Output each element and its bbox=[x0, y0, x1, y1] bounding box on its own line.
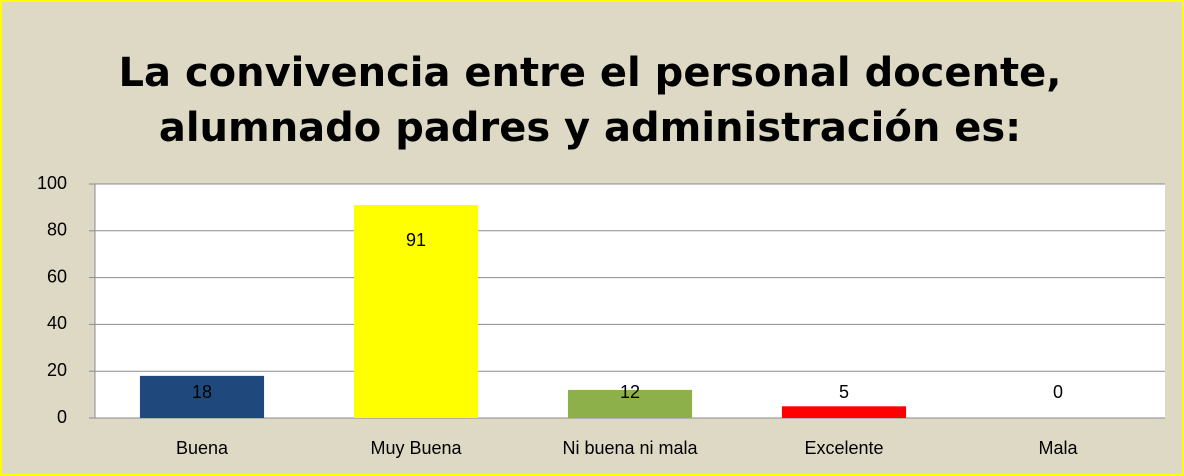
value-label: 18 bbox=[192, 382, 212, 402]
value-label: 0 bbox=[1053, 382, 1063, 402]
value-label: 12 bbox=[620, 382, 640, 402]
y-tick-label: 100 bbox=[37, 173, 67, 193]
value-label: 91 bbox=[406, 230, 426, 250]
y-tick-label: 80 bbox=[47, 220, 67, 240]
bar bbox=[353, 205, 479, 418]
bar bbox=[567, 389, 693, 418]
x-tick-label: Muy Buena bbox=[370, 438, 462, 458]
value-label: 5 bbox=[839, 382, 849, 402]
x-tick-label: Excelente bbox=[804, 438, 883, 458]
chart-title: alumnado padres y administración es: bbox=[159, 105, 1021, 151]
x-tick-label: Mala bbox=[1038, 438, 1078, 458]
bar bbox=[139, 375, 265, 418]
x-tick-label: Buena bbox=[176, 438, 229, 458]
y-tick-label: 0 bbox=[57, 407, 67, 427]
bar bbox=[781, 406, 907, 418]
chart-title: La convivencia entre el personal docente… bbox=[119, 50, 1062, 96]
y-tick-label: 20 bbox=[47, 360, 67, 380]
plot-area bbox=[95, 184, 1165, 418]
y-tick-label: 40 bbox=[47, 313, 67, 333]
y-tick-label: 60 bbox=[47, 266, 67, 286]
x-tick-label: Ni buena ni mala bbox=[562, 438, 698, 458]
